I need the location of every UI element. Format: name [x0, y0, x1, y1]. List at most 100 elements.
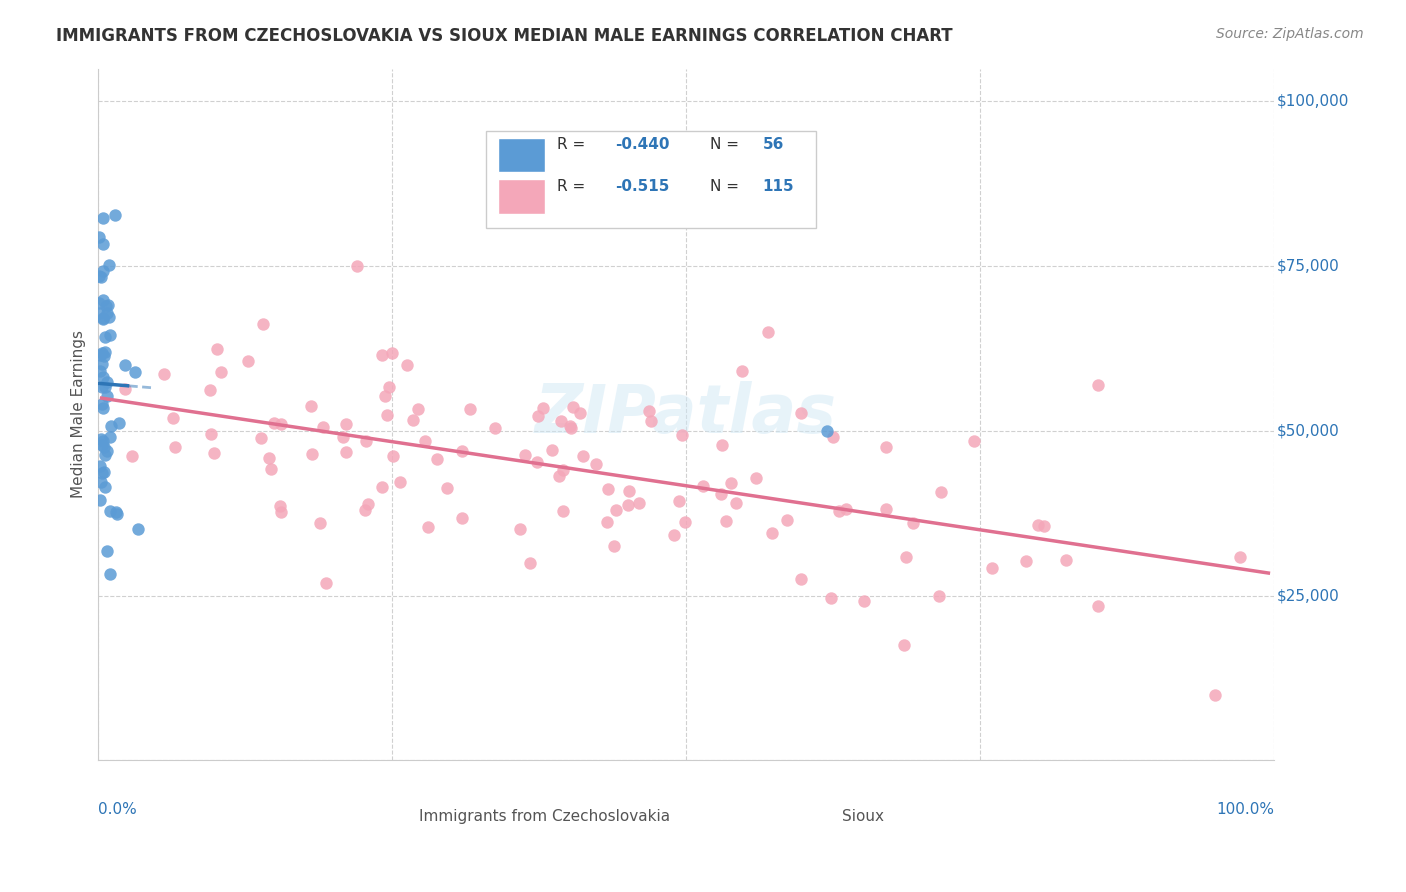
Point: [875, 501, 897, 516]
Point: [664, 528, 686, 542]
Point: [104, 505, 127, 519]
Point: [1026, 518, 1049, 533]
Point: [108, 416, 131, 430]
Point: [96, 375, 118, 389]
Point: [91, 346, 114, 360]
Text: 56: 56: [762, 137, 785, 153]
FancyBboxPatch shape: [498, 179, 546, 214]
Point: [526, 455, 548, 469]
Point: [745, 471, 768, 485]
Point: [692, 478, 714, 492]
Point: [252, 317, 274, 331]
Point: [312, 420, 335, 434]
Point: [371, 348, 394, 362]
Point: [1229, 549, 1251, 564]
Point: [94, 448, 117, 462]
Text: Sioux: Sioux: [842, 809, 883, 824]
Point: [815, 424, 838, 438]
Point: [91, 211, 114, 225]
Point: [776, 513, 799, 527]
Point: [558, 419, 581, 434]
Text: IMMIGRANTS FROM CZECHOSLOVAKIA VS SIOUX MEDIAN MALE EARNINGS CORRELATION CHART: IMMIGRANTS FROM CZECHOSLOVAKIA VS SIOUX …: [56, 27, 953, 45]
Point: [527, 409, 550, 423]
Point: [90, 396, 112, 410]
Text: Source: ZipAtlas.com: Source: ZipAtlas.com: [1216, 27, 1364, 41]
Point: [451, 511, 474, 525]
Point: [551, 503, 574, 517]
Point: [820, 591, 842, 605]
Point: [540, 442, 562, 457]
Point: [163, 440, 186, 454]
Text: N =: N =: [710, 178, 744, 194]
Point: [90, 380, 112, 394]
Point: [309, 516, 332, 530]
Point: [381, 346, 404, 360]
FancyBboxPatch shape: [486, 131, 815, 227]
Point: [509, 522, 531, 536]
Point: [209, 365, 232, 379]
Point: [93, 312, 115, 326]
Point: [963, 434, 986, 448]
Point: [835, 502, 858, 516]
Point: [263, 416, 285, 430]
Point: [875, 440, 897, 454]
FancyBboxPatch shape: [427, 802, 474, 819]
Point: [96, 544, 118, 558]
Point: [1054, 553, 1077, 567]
Text: ZIPatlas: ZIPatlas: [536, 382, 837, 448]
Point: [89, 493, 111, 508]
Text: R =: R =: [557, 137, 591, 153]
Point: [388, 475, 411, 489]
Point: [90, 475, 112, 489]
Point: [550, 414, 572, 428]
Point: [269, 500, 291, 514]
Point: [96, 444, 118, 458]
Point: [299, 399, 322, 413]
Point: [426, 451, 449, 466]
Point: [98, 327, 121, 342]
Y-axis label: Median Male Earnings: Median Male Earnings: [72, 330, 86, 499]
Point: [98, 258, 121, 272]
Point: [617, 499, 640, 513]
Point: [1015, 553, 1038, 567]
Point: [124, 365, 146, 379]
Text: Immigrants from Czechoslovakia: Immigrants from Czechoslovakia: [419, 809, 671, 824]
Point: [91, 370, 114, 384]
Point: [458, 402, 481, 417]
Point: [121, 449, 143, 463]
Point: [720, 475, 742, 490]
Point: [93, 264, 115, 278]
Point: [374, 388, 396, 402]
Point: [730, 364, 752, 378]
Point: [789, 406, 811, 420]
Point: [93, 466, 115, 480]
Point: [200, 427, 222, 442]
Point: [519, 557, 541, 571]
Point: [93, 349, 115, 363]
Point: [603, 539, 626, 553]
Point: [619, 483, 641, 498]
Point: [91, 293, 114, 308]
Point: [91, 438, 114, 452]
Point: [94, 299, 117, 313]
Point: [259, 462, 281, 476]
Point: [105, 508, 128, 522]
Point: [710, 438, 733, 452]
Point: [90, 466, 112, 480]
Point: [94, 330, 117, 344]
Point: [98, 430, 121, 444]
Point: [87, 229, 110, 244]
Point: [1087, 599, 1109, 613]
Point: [596, 515, 619, 529]
Point: [98, 566, 121, 581]
Point: [103, 208, 125, 222]
Point: [91, 434, 114, 448]
Point: [93, 440, 115, 454]
Point: [1087, 377, 1109, 392]
Point: [270, 506, 292, 520]
Point: [761, 526, 783, 541]
Point: [335, 445, 357, 459]
Text: $100,000: $100,000: [1277, 94, 1348, 109]
Point: [572, 450, 595, 464]
Point: [236, 354, 259, 368]
